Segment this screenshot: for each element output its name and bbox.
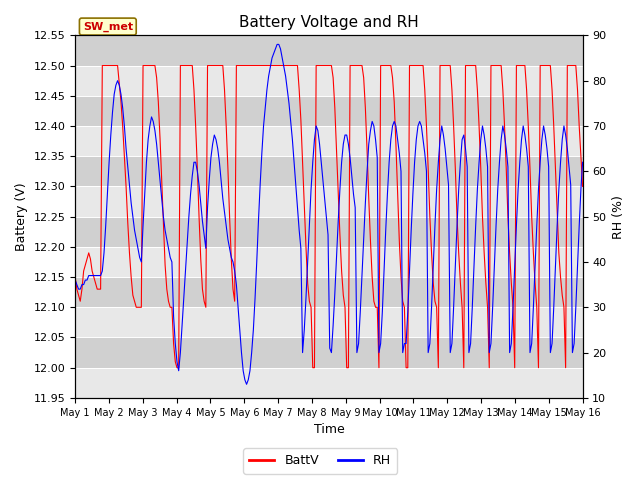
Y-axis label: RH (%): RH (%)	[612, 195, 625, 239]
Y-axis label: Battery (V): Battery (V)	[15, 182, 28, 251]
Legend: BattV, RH: BattV, RH	[243, 448, 397, 474]
Bar	[75, 307, 582, 337]
X-axis label: Time: Time	[314, 423, 344, 436]
Bar	[75, 36, 582, 66]
Bar	[75, 247, 582, 277]
Bar	[75, 216, 582, 247]
Bar	[75, 126, 582, 156]
Text: SW_met: SW_met	[83, 22, 133, 32]
Bar	[75, 156, 582, 186]
Bar	[75, 96, 582, 126]
Bar	[75, 66, 582, 96]
Bar	[75, 277, 582, 307]
Bar	[75, 337, 582, 368]
Title: Battery Voltage and RH: Battery Voltage and RH	[239, 15, 419, 30]
Bar	[75, 368, 582, 398]
Bar	[75, 186, 582, 216]
